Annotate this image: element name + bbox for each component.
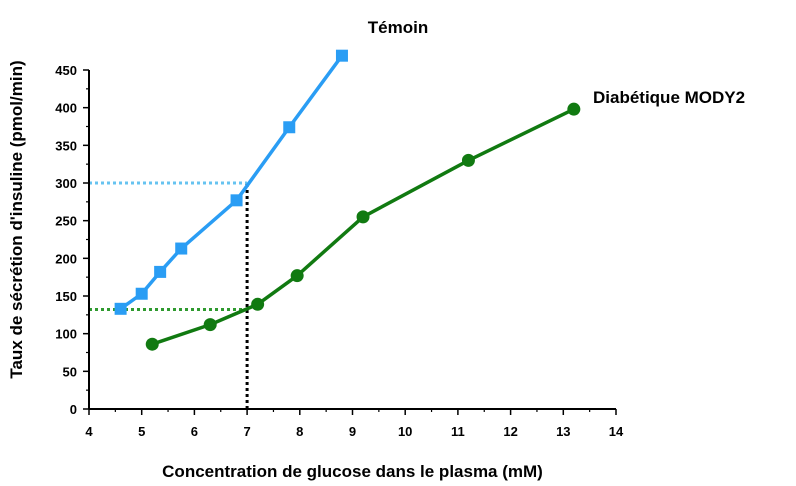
y-tick-label: 200 [55, 251, 77, 266]
axes: 4 5 6 7 8 9 10 11 12 13 14 0 50 100 150 200 250 300 350 400… [55, 63, 624, 439]
reference-lines [89, 181, 249, 409]
y-tick-label: 150 [55, 289, 77, 304]
x-tick-label: 14 [609, 424, 624, 439]
x-tick-label: 13 [556, 424, 570, 439]
series [114, 49, 581, 351]
data-point-square [175, 242, 188, 255]
y-tick-label: 100 [55, 327, 77, 342]
y-tick-label: 250 [55, 214, 77, 229]
x-tick-label: 9 [349, 424, 356, 439]
x-tick-label: 8 [296, 424, 303, 439]
data-point-square [283, 121, 296, 134]
series-label-mody2: Diabétique MODY2 [593, 88, 745, 107]
data-point-circle [461, 153, 475, 167]
x-tick-label: 7 [243, 424, 250, 439]
data-point-square [335, 49, 348, 62]
x-tick-label: 10 [398, 424, 412, 439]
x-tick-label: 6 [191, 424, 198, 439]
data-point-square [230, 194, 243, 207]
x-tick-label: 4 [85, 424, 93, 439]
y-tick-label: 450 [55, 63, 77, 78]
x-tick-label: 11 [451, 424, 465, 439]
x-tick-label: 5 [138, 424, 145, 439]
x-axis-title: Concentration de glucose dans le plasma … [162, 462, 543, 481]
data-point-circle [356, 210, 370, 224]
data-point-circle [290, 269, 304, 283]
data-point-circle [251, 297, 265, 311]
data-point-square [135, 287, 148, 300]
data-point-circle [567, 102, 581, 116]
y-tick-label: 0 [70, 402, 77, 417]
data-point-square [154, 265, 167, 278]
labels: Concentration de glucose dans le plasma … [7, 18, 745, 481]
data-point-circle [203, 318, 217, 332]
y-tick-label: 350 [55, 138, 77, 153]
data-point-square [114, 302, 127, 315]
y-tick-label: 300 [55, 176, 77, 191]
y-tick-label: 400 [55, 101, 77, 116]
data-point-circle [145, 337, 159, 351]
series-label-temoin: Témoin [368, 18, 428, 37]
x-tick-label: 12 [503, 424, 517, 439]
y-axis-title: Taux de sécrétion d'insuline (pmol/min) [7, 60, 26, 378]
series-line-temoin [119, 54, 344, 311]
y-tick-label: 50 [63, 364, 77, 379]
